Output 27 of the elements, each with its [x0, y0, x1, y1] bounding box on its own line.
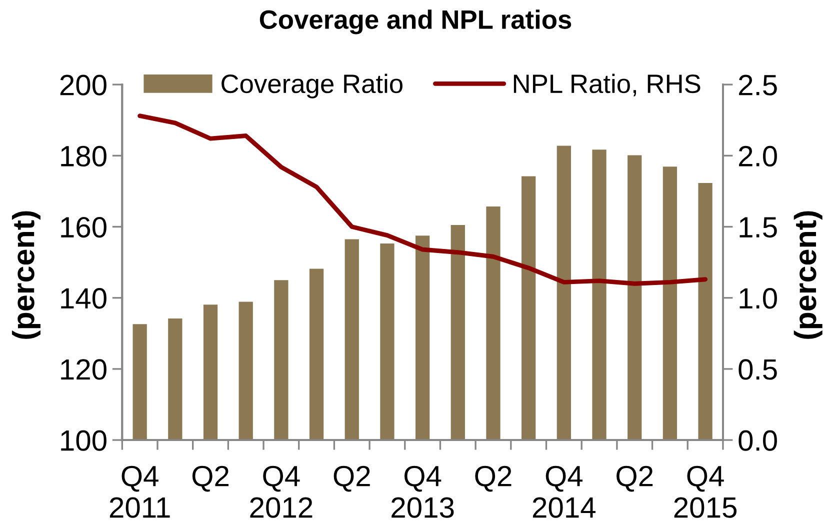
x-tick-label: Q4 2013: [392, 466, 454, 518]
x-tick-label: Q2: [475, 466, 512, 492]
y2-tick-label: 2.0: [739, 146, 777, 167]
y2-tick-label: 2.5: [739, 74, 777, 96]
y-tick-label: 120: [61, 359, 106, 380]
x-tick-label: Q4 2014: [532, 466, 596, 518]
y-tick-label: 180: [61, 146, 106, 167]
y-tick-label: 160: [61, 216, 106, 238]
y-tick-label: 140: [61, 288, 106, 309]
x-tick-label: Q4 2011: [110, 466, 170, 518]
y2-axis-title: (percent): [794, 211, 822, 339]
y2-tick-label: 1.0: [740, 288, 777, 309]
y2-tick-label: 0.0: [738, 430, 777, 451]
chart-title: Coverage and NPL ratios: [260, 10, 572, 34]
x-tick-label: Q2: [192, 466, 228, 492]
x-tick-label: Q4 2015: [674, 466, 737, 518]
y2-tick-label: 0.5: [738, 359, 777, 380]
legend-label: NPL Ratio, RHS: [514, 74, 700, 96]
legend-label: Coverage Ratio: [222, 74, 402, 98]
y-tick-label: 200: [60, 74, 106, 96]
line-series: [138, 114, 708, 286]
y2-tick-label: 1.5: [740, 217, 777, 238]
y-tick-label: 100: [61, 430, 106, 451]
x-tick-label: Q2: [334, 466, 370, 492]
x-tick-label: Q4 2012: [250, 466, 312, 518]
y-axis-title: (percent): [12, 211, 40, 339]
x-tick-label: Q2: [616, 466, 653, 492]
